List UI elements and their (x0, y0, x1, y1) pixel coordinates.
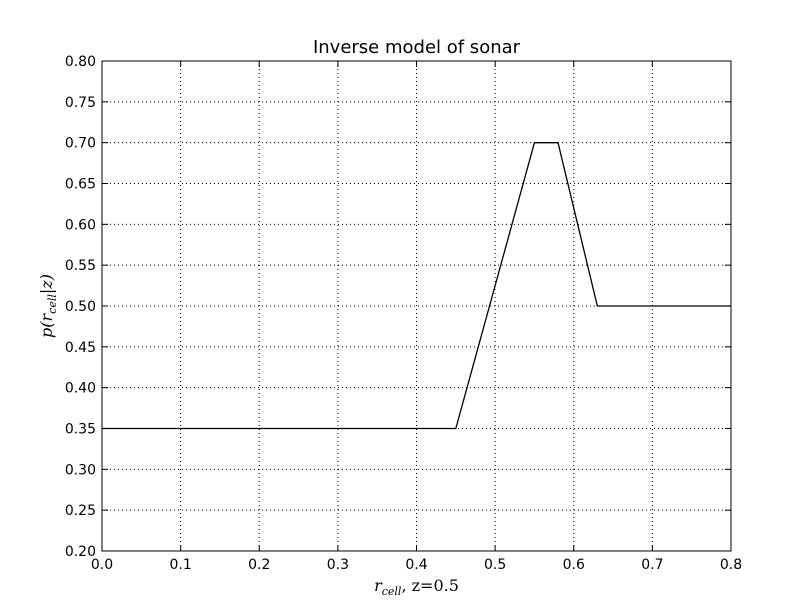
y-tick-label: 0.25 (65, 503, 96, 519)
x-tick-label: 0.8 (720, 557, 742, 573)
x-tick-label: 0.2 (248, 557, 270, 573)
y-axis-label: p(rcell|z) (37, 274, 59, 338)
tick-labels: 0.0 0.1 0.2 0.3 0.4 0.5 0.6 0.7 0.8 0.20 0.25 0.30 0… (65, 54, 742, 573)
x-axis-label-rest: , z=0.5 (401, 576, 458, 595)
y-axis-label-prefix: p(r (37, 312, 56, 337)
x-tick-label: 0.4 (405, 557, 427, 573)
y-tick-label: 0.80 (65, 54, 96, 70)
chart-title: Inverse model of sonar (313, 37, 521, 58)
y-tick-label: 0.30 (65, 462, 96, 478)
y-tick-label: 0.40 (65, 381, 96, 397)
y-tick-label: 0.55 (65, 258, 96, 274)
y-tick-label: 0.70 (65, 136, 96, 152)
grid-lines (102, 61, 731, 551)
y-tick-label: 0.45 (65, 340, 96, 356)
x-tick-label: 0.3 (327, 557, 349, 573)
x-axis-label-var: r (374, 576, 383, 595)
x-axis-label-sub: cell (382, 585, 402, 598)
x-tick-label: 0.5 (484, 557, 506, 573)
plot-series (102, 142, 731, 430)
y-axis-label-sub: cell (46, 294, 59, 314)
x-tick-label: 0.0 (91, 557, 113, 573)
y-tick-label: 0.60 (65, 217, 96, 233)
y-tick-label: 0.65 (65, 177, 96, 193)
x-tick-label: 0.1 (169, 557, 191, 573)
x-tick-label: 0.7 (641, 557, 663, 573)
y-tick-label: 0.50 (65, 299, 96, 315)
y-tick-label: 0.75 (65, 95, 96, 111)
y-axis-label-suffix: |z) (37, 274, 56, 294)
y-tick-label: 0.35 (65, 422, 96, 438)
x-tick-label: 0.6 (563, 557, 585, 573)
x-axis-label: rcell, z=0.5 (374, 576, 459, 598)
axis-ticks (101, 60, 732, 552)
series-line (102, 142, 731, 430)
y-tick-label: 0.20 (65, 544, 96, 560)
